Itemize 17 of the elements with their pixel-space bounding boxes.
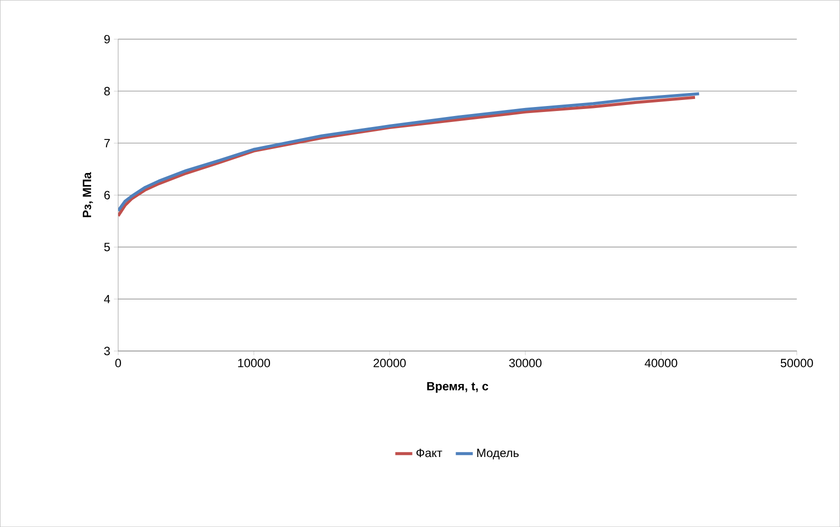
x-tick-label: 10000 bbox=[238, 358, 270, 368]
y-tick-label: 5 bbox=[104, 242, 110, 252]
legend-label: Факт bbox=[416, 448, 442, 458]
y-tick-label: 7 bbox=[104, 138, 110, 148]
y-tick-label: 8 bbox=[104, 86, 110, 96]
x-axis-title: Время, t, с bbox=[427, 382, 488, 393]
y-tick-label: 3 bbox=[104, 346, 110, 356]
x-tick-label: 0 bbox=[115, 358, 122, 368]
x-tick-label: 30000 bbox=[509, 358, 542, 368]
x-tick-label: 50000 bbox=[780, 358, 813, 368]
x-tick-label: 40000 bbox=[644, 358, 678, 368]
x-tick-label: 20000 bbox=[374, 358, 406, 368]
y-tick-label: 6 bbox=[104, 190, 110, 200]
y-tick-label: 9 bbox=[104, 34, 110, 44]
legend-label: Модель bbox=[477, 448, 519, 460]
y-axis-title: Рз, МПа bbox=[82, 172, 93, 218]
y-tick-label: 4 bbox=[104, 294, 110, 304]
